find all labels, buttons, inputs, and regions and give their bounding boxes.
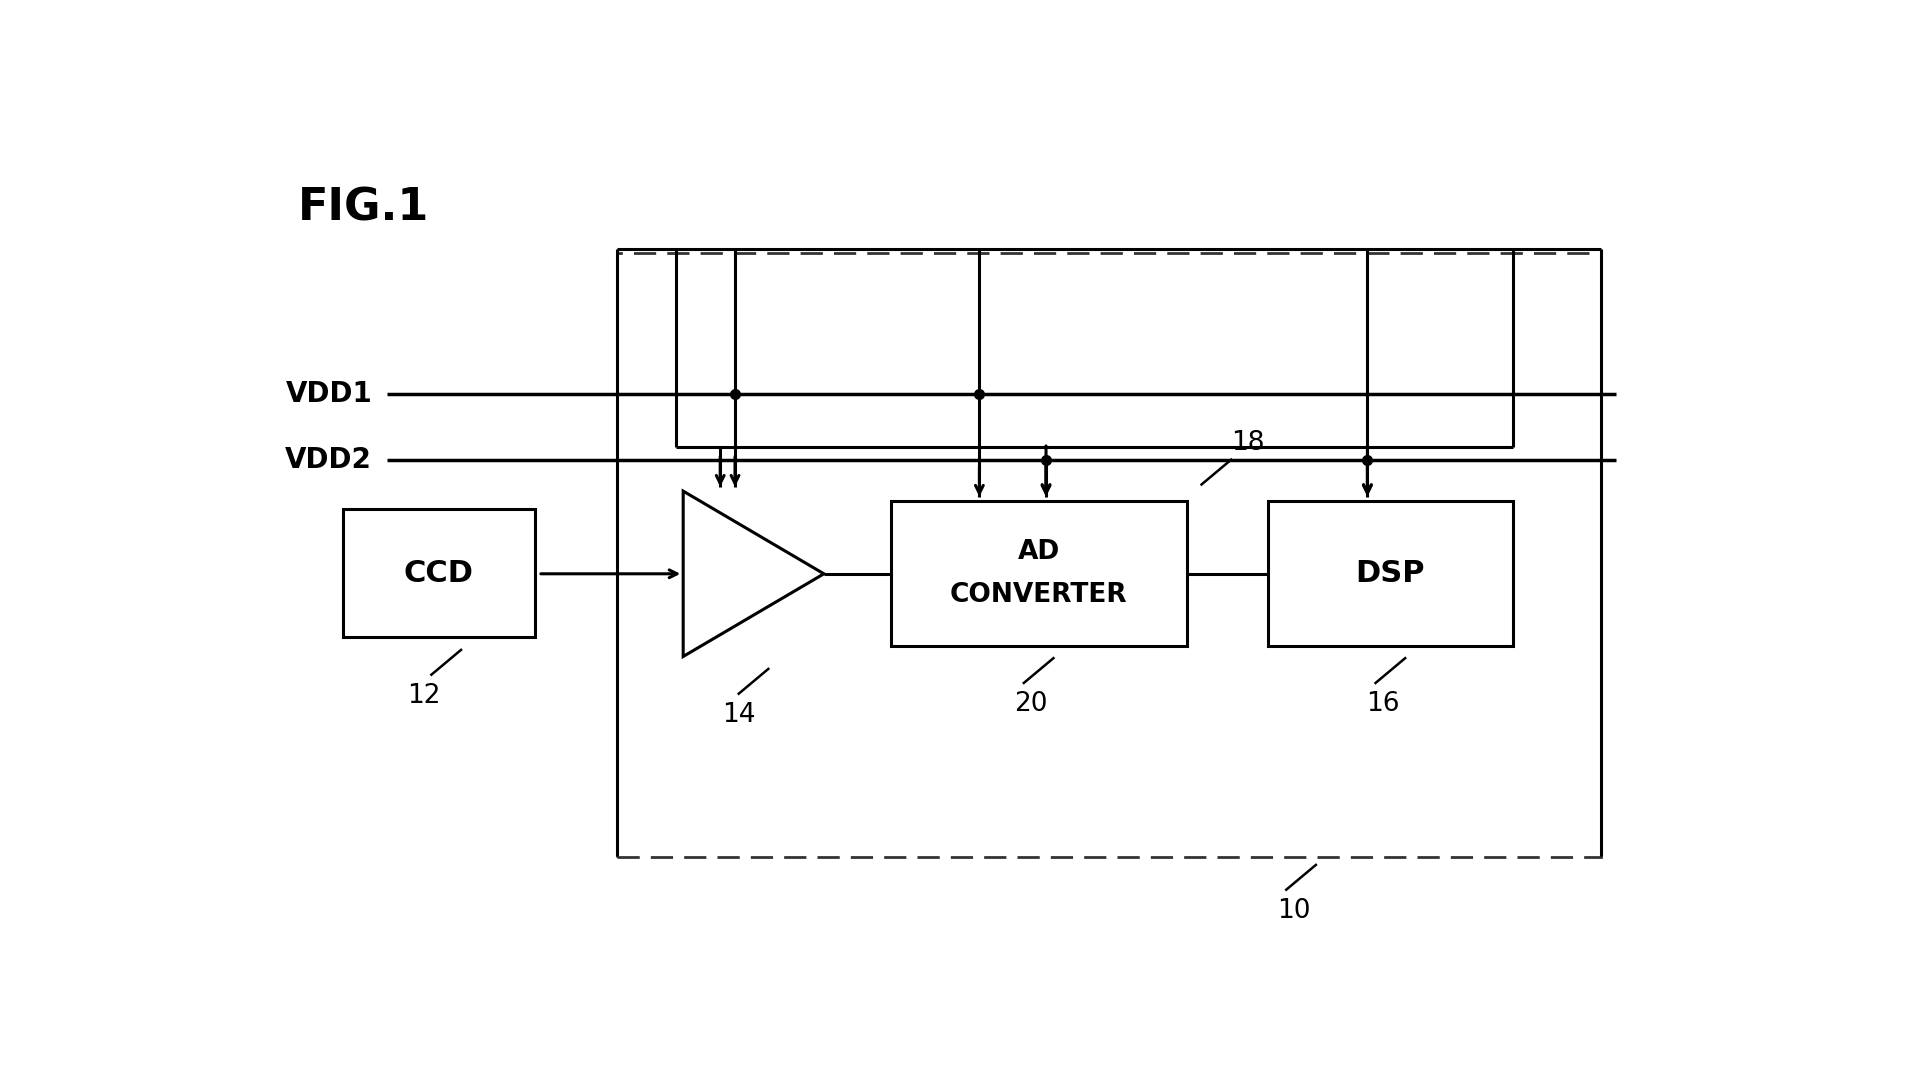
Bar [891,500,1187,645]
Bar [342,509,535,638]
Text: AD: AD [1017,539,1061,565]
Text: 16: 16 [1366,692,1399,717]
Text: 12: 12 [407,683,441,709]
Text: CONVERTER: CONVERTER [950,582,1127,608]
Text: VDD2: VDD2 [285,446,373,474]
Text: 10: 10 [1277,898,1311,924]
Text: DSP: DSP [1355,558,1426,587]
Text: 18: 18 [1231,430,1265,455]
Text: 20: 20 [1015,692,1047,717]
Bar [617,253,1601,857]
Text: CCD: CCD [403,558,474,587]
Text: VDD1: VDD1 [285,379,373,407]
Text: FIG.1: FIG.1 [298,187,430,230]
Text: 14: 14 [722,702,755,728]
Bar [1269,500,1514,645]
